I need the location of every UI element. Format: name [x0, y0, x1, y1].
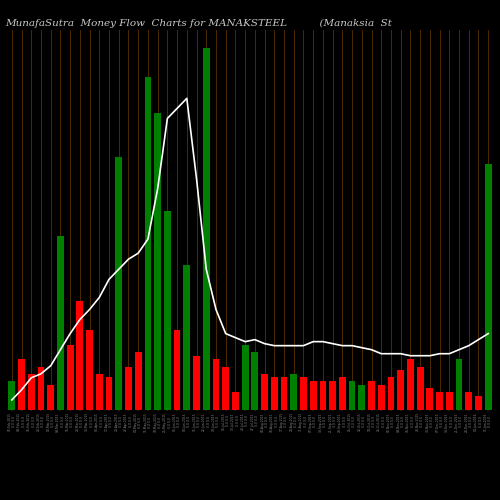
Bar [232, 392, 239, 410]
Bar [222, 366, 229, 410]
Bar [280, 378, 287, 410]
Bar [116, 156, 122, 410]
Bar [446, 392, 452, 410]
Bar [388, 378, 394, 410]
Bar [416, 366, 424, 410]
Bar [329, 381, 336, 410]
Bar [310, 381, 316, 410]
Bar [144, 77, 152, 410]
Bar [193, 356, 200, 410]
Bar [96, 374, 102, 410]
Bar [485, 164, 492, 410]
Bar [8, 381, 15, 410]
Bar [358, 384, 365, 410]
Bar [28, 374, 34, 410]
Bar [125, 366, 132, 410]
Bar [212, 360, 220, 410]
Bar [436, 392, 443, 410]
Bar [135, 352, 141, 410]
Bar [290, 374, 297, 410]
Bar [398, 370, 404, 410]
Bar [378, 384, 384, 410]
Bar [261, 374, 268, 410]
Bar [164, 211, 171, 410]
Bar [8, 388, 15, 410]
Bar [339, 378, 346, 410]
Bar [407, 360, 414, 410]
Bar [348, 381, 356, 410]
Bar [18, 360, 25, 410]
Bar [456, 360, 462, 410]
Bar [300, 378, 307, 410]
Bar [57, 236, 64, 410]
Bar [426, 388, 434, 410]
Bar [271, 378, 278, 410]
Bar [203, 48, 209, 410]
Bar [252, 352, 258, 410]
Bar [106, 378, 112, 410]
Bar [76, 302, 84, 410]
Bar [475, 396, 482, 410]
Bar [38, 366, 44, 410]
Bar [66, 345, 73, 410]
Bar [242, 345, 248, 410]
Bar [368, 381, 375, 410]
Text: MunafaSutra  Money Flow  Charts for MANAKSTEEL          (Manaksia  St: MunafaSutra Money Flow Charts for MANAKS… [5, 18, 392, 28]
Bar [320, 381, 326, 410]
Bar [48, 384, 54, 410]
Bar [184, 265, 190, 410]
Bar [466, 392, 472, 410]
Bar [174, 330, 180, 410]
Bar [154, 113, 161, 410]
Bar [86, 330, 93, 410]
